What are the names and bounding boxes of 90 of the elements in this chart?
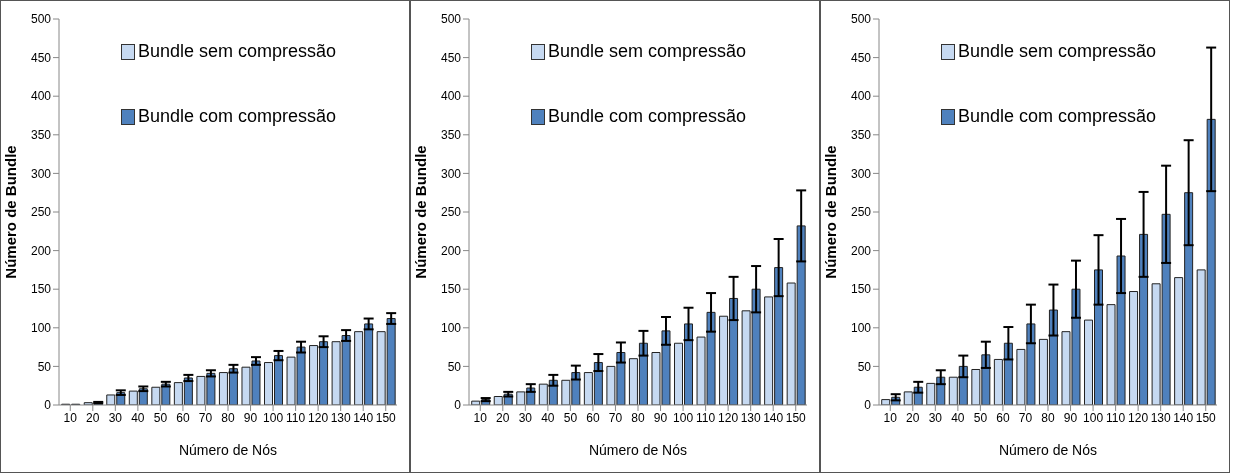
x-tick-label: 110	[286, 410, 306, 425]
x-tick-label: 130	[740, 410, 761, 425]
legend-label: Bundle com compressão	[958, 106, 1157, 127]
x-tick-label: 70	[1018, 410, 1033, 425]
y-tick-label: 250	[850, 205, 872, 220]
legend-label: Bundle com compressão	[548, 106, 747, 127]
x-tick-label: 130	[330, 410, 351, 425]
x-tick-label: 100	[263, 410, 284, 425]
y-tick-label: 450	[30, 50, 52, 65]
x-tick-label: 30	[108, 410, 123, 425]
y-tick-label: 300	[440, 166, 462, 181]
x-tick-label: 60	[176, 410, 190, 425]
legend-label: Bundle sem compressão	[958, 41, 1157, 62]
x-tick-label: 70	[608, 410, 623, 425]
x-tick-label: 40	[131, 410, 145, 425]
x-tick-label: 90	[1063, 410, 1078, 425]
y-tick-label: 0	[454, 398, 462, 413]
y-tick-label: 300	[850, 166, 872, 181]
y-tick-label: 50	[857, 359, 872, 374]
x-axis-title: Número de Nós	[178, 442, 278, 458]
x-tick-label: 20	[86, 410, 100, 425]
x-tick-label: 50	[973, 410, 988, 425]
y-tick-label: 350	[30, 128, 52, 143]
y-tick-label: 450	[850, 50, 872, 65]
x-tick-label: 90	[243, 410, 258, 425]
y-axis-title: Número de Bundle	[2, 145, 20, 279]
y-tick-label: 200	[440, 243, 462, 258]
x-tick-label: 140	[1173, 410, 1194, 425]
y-tick-label: 250	[440, 205, 462, 220]
x-tick-label: 80	[631, 410, 645, 425]
x-tick-label: 140	[763, 410, 784, 425]
y-tick-label: 150	[440, 282, 462, 297]
x-tick-label: 10	[473, 410, 488, 425]
x-tick-label: 40	[951, 410, 965, 425]
y-tick-label: 400	[440, 89, 462, 104]
y-tick-label: 400	[30, 89, 52, 104]
x-tick-label: 120	[308, 410, 329, 425]
y-tick-label: 0	[864, 398, 872, 413]
y-tick-label: 100	[30, 321, 52, 336]
x-tick-label: 80	[221, 410, 235, 425]
y-tick-label: 150	[30, 282, 52, 297]
x-axis-title: Número de Nós	[998, 442, 1098, 458]
x-tick-label: 50	[153, 410, 168, 425]
x-tick-label: 110	[696, 410, 716, 425]
x-tick-label: 10	[63, 410, 78, 425]
x-tick-label: 90	[653, 410, 668, 425]
x-tick-label: 150	[785, 410, 807, 425]
y-tick-label: 400	[850, 89, 872, 104]
x-tick-label: 40	[541, 410, 555, 425]
y-tick-label: 350	[850, 128, 872, 143]
x-tick-label: 100	[673, 410, 694, 425]
x-tick-label: 80	[1041, 410, 1055, 425]
y-tick-label: 500	[30, 12, 52, 27]
y-tick-label: 350	[440, 128, 462, 143]
x-tick-label: 130	[1150, 410, 1171, 425]
y-tick-label: 0	[44, 398, 52, 413]
y-tick-label: 500	[850, 12, 872, 27]
x-tick-label: 50	[563, 410, 578, 425]
y-tick-label: 100	[850, 321, 872, 336]
y-tick-label: 250	[30, 205, 52, 220]
y-tick-label: 200	[850, 243, 872, 258]
y-tick-label: 200	[30, 243, 52, 258]
y-axis-title: Número de Bundle	[412, 145, 430, 279]
y-tick-label: 100	[440, 321, 462, 336]
x-tick-label: 20	[906, 410, 920, 425]
y-tick-label: 300	[30, 166, 52, 181]
x-tick-label: 100	[1083, 410, 1104, 425]
x-axis-title: Número de Nós	[588, 442, 688, 458]
x-tick-label: 150	[375, 410, 397, 425]
x-tick-label: 10	[883, 410, 898, 425]
legend-label: Bundle com compressão	[138, 106, 337, 127]
x-tick-label: 60	[586, 410, 600, 425]
y-tick-label: 50	[37, 359, 52, 374]
y-tick-label: 450	[440, 50, 462, 65]
x-tick-label: 140	[353, 410, 374, 425]
x-tick-label: 150	[1195, 410, 1217, 425]
y-tick-label: 150	[850, 282, 872, 297]
y-axis-title: Número de Bundle	[822, 145, 840, 279]
x-tick-label: 120	[718, 410, 739, 425]
x-tick-label: 70	[198, 410, 213, 425]
x-tick-label: 30	[518, 410, 533, 425]
x-tick-label: 30	[928, 410, 943, 425]
y-tick-label: 50	[447, 359, 462, 374]
x-tick-label: 120	[1128, 410, 1149, 425]
x-tick-label: 110	[1106, 410, 1126, 425]
x-tick-label: 20	[496, 410, 510, 425]
x-tick-label: 60	[996, 410, 1010, 425]
legend-label: Bundle sem compressão	[548, 41, 747, 62]
y-tick-label: 500	[440, 12, 462, 27]
legend-label: Bundle sem compressão	[138, 41, 337, 62]
